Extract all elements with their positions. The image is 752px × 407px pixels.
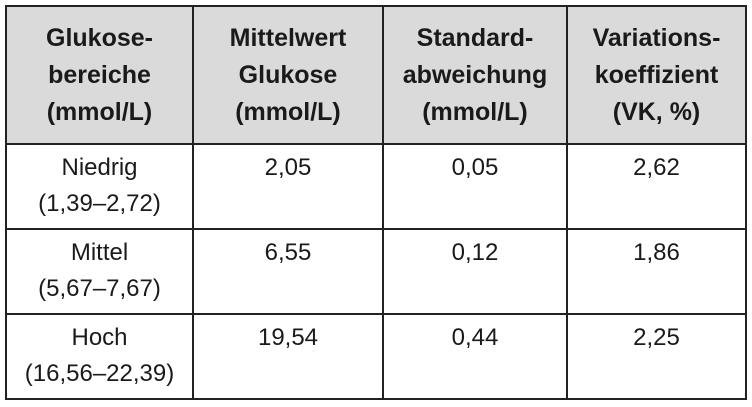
cell-text: (5,67–7,67) [38, 275, 161, 302]
cell-text: 1,86 [633, 239, 680, 266]
header-text: Glukose [238, 60, 338, 89]
header-cell: Standard-abweichung (mmol/L) [382, 5, 568, 145]
cell-text: Niedrig [61, 154, 138, 181]
cell-text: 0,05 [451, 154, 499, 181]
table-cell: 2,05 [192, 143, 384, 230]
header-text: Glukose- [46, 23, 153, 52]
header-text: (VK, %) [612, 97, 701, 126]
header-text: koeffizient [594, 60, 719, 89]
table-cell: 6,55 [192, 228, 384, 315]
cell-text: Hoch [71, 324, 128, 351]
table-cell: 0,05 [382, 143, 568, 230]
header-text: Variations- [592, 23, 721, 52]
cell-text: Mittel [70, 239, 129, 266]
header-text: abweichung [402, 60, 548, 89]
cell-text: 6,55 [264, 239, 312, 266]
table-cell: 1,86 [566, 228, 747, 315]
cell-text: 2,05 [264, 154, 312, 181]
header-cell: Glukose-bereiche (mmol/L) [5, 5, 194, 145]
cell-text: 2,25 [633, 324, 680, 351]
table-cell: Mittel (5,67–7,67) [5, 228, 194, 315]
cell-text: 0,12 [451, 239, 499, 266]
table-cell: 0,44 [382, 313, 568, 400]
table-cell: 19,54 [192, 313, 384, 400]
cell-text: 19,54 [257, 324, 319, 351]
header-text: (mmol/L) [235, 97, 341, 126]
header-text: (mmol/L) [46, 97, 153, 126]
cell-text: 0,44 [451, 324, 499, 351]
table-row: Niedrig (1,39–2,72) 2,05 0,05 2,62 [5, 143, 747, 230]
cell-text: 2,62 [633, 154, 680, 181]
table-body: Niedrig (1,39–2,72) 2,05 0,05 2,62 Mittel (5,6… [5, 143, 747, 400]
header-cell: Mittelwert Glukose (mmol/L) [192, 5, 384, 145]
table-row: Mittel (5,67–7,67) 6,55 0,12 1,86 [5, 228, 747, 315]
header-text: bereiche [48, 60, 151, 89]
header-cell: Variations-koeffizient (VK, %) [566, 5, 747, 145]
table-cell: Hoch (16,56–22,39) [5, 313, 194, 400]
header-text: Standard- [416, 23, 534, 52]
table-cell: 2,25 [566, 313, 747, 400]
table-cell: 2,62 [566, 143, 747, 230]
table-row: Hoch (16,56–22,39) 19,54 0,44 2,25 [5, 313, 747, 400]
data-table: Glukose-bereiche (mmol/L) Mittelwert Glukos… [5, 5, 747, 400]
header-text: (mmol/L) [422, 97, 528, 126]
cell-text: (1,39–2,72) [38, 190, 161, 217]
cell-text: (16,56–22,39) [24, 360, 175, 387]
header-row: Glukose-bereiche (mmol/L) Mittelwert Glukos… [5, 5, 747, 145]
table-cell: Niedrig (1,39–2,72) [5, 143, 194, 230]
table-cell: 0,12 [382, 228, 568, 315]
header-text: Mittelwert [229, 23, 347, 52]
